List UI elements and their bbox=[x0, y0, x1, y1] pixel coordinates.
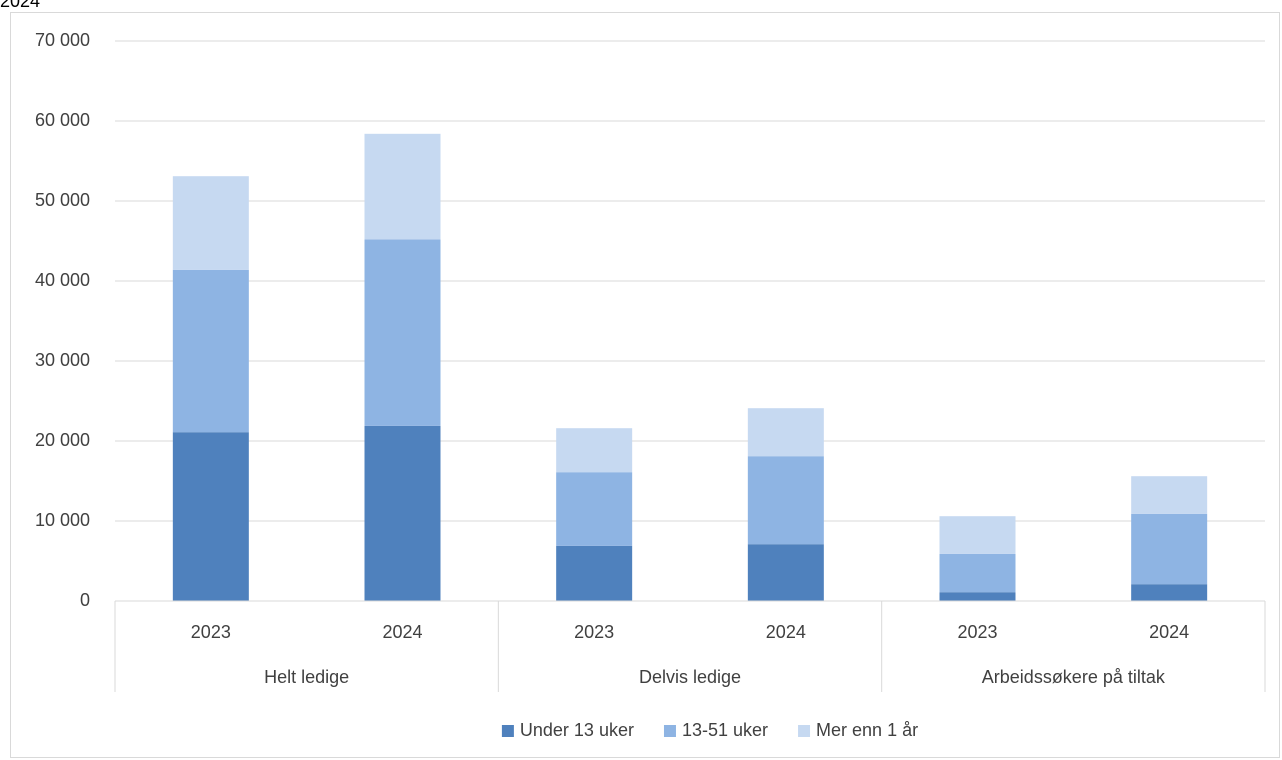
group-label: Arbeidssøkere på tiltak bbox=[982, 667, 1166, 687]
y-tick-label: 60 000 bbox=[35, 110, 90, 130]
y-tick-label: 0 bbox=[80, 590, 90, 610]
bar-segment bbox=[172, 269, 249, 433]
group-label: Helt ledige bbox=[264, 667, 349, 687]
bar-segment bbox=[1131, 513, 1208, 585]
x-tick-label: 2024 bbox=[766, 622, 806, 642]
bar-segment bbox=[172, 432, 249, 601]
bar-segment bbox=[556, 428, 633, 473]
chart-title: 2024 bbox=[0, 0, 40, 11]
y-tick-label: 50 000 bbox=[35, 190, 90, 210]
legend-swatch bbox=[501, 725, 514, 737]
bar-segment bbox=[1131, 584, 1208, 601]
x-tick-label: 2023 bbox=[191, 622, 231, 642]
group-label: Delvis ledige bbox=[639, 667, 741, 687]
bar-segment bbox=[364, 425, 441, 601]
legend-label: 13-51 uker bbox=[682, 720, 768, 740]
x-tick-label: 2023 bbox=[957, 622, 997, 642]
bar-segment bbox=[747, 456, 824, 545]
bar-segment bbox=[939, 553, 1016, 593]
bar-segment bbox=[364, 239, 441, 426]
bar-segment bbox=[939, 592, 1016, 601]
legend-label: Under 13 uker bbox=[520, 720, 634, 740]
legend-label: Mer enn 1 år bbox=[816, 720, 918, 740]
bar-segment bbox=[556, 545, 633, 601]
bar-segment bbox=[747, 544, 824, 601]
bar-segment bbox=[172, 176, 249, 270]
x-tick-label: 2024 bbox=[382, 622, 422, 642]
legend-swatch bbox=[798, 725, 811, 737]
bar-segment bbox=[556, 472, 633, 546]
y-tick-label: 20 000 bbox=[35, 430, 90, 450]
bar-segment bbox=[939, 516, 1016, 554]
x-tick-label: 2024 bbox=[1149, 622, 1189, 642]
x-tick-label: 2023 bbox=[574, 622, 614, 642]
y-tick-label: 10 000 bbox=[35, 510, 90, 530]
legend-swatch bbox=[663, 725, 676, 737]
bar-segment bbox=[364, 133, 441, 240]
bar-segment bbox=[747, 408, 824, 457]
y-tick-label: 30 000 bbox=[35, 350, 90, 370]
y-tick-label: 70 000 bbox=[35, 30, 90, 50]
bar-segment bbox=[1131, 476, 1208, 514]
y-tick-label: 40 000 bbox=[35, 270, 90, 290]
